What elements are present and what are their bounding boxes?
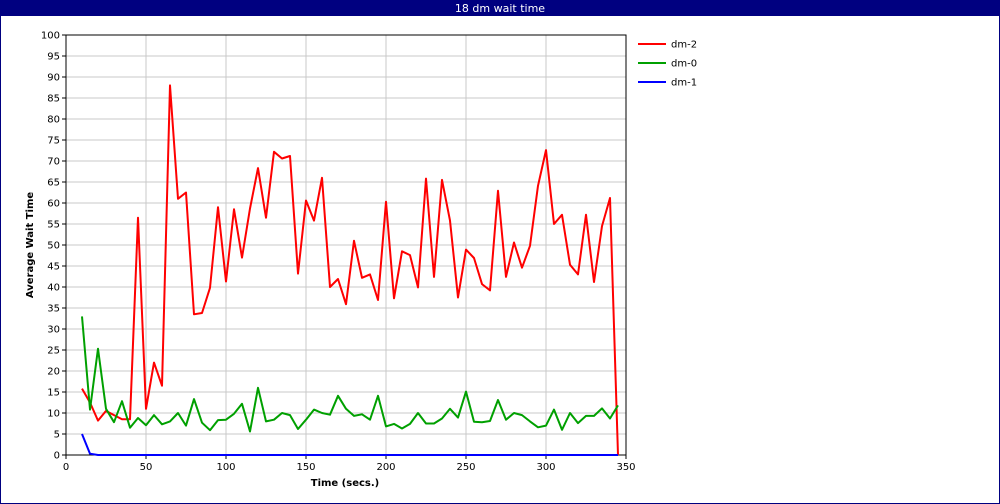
y-tick-label: 30 [47, 325, 60, 336]
y-tick-label: 5 [54, 430, 60, 441]
y-tick-label: 55 [47, 220, 60, 231]
y-tick-label: 95 [47, 52, 60, 63]
y-tick-label: 40 [47, 283, 60, 294]
series-line-dm-1 [81, 433, 618, 456]
y-tick-label: 0 [54, 451, 60, 462]
legend: dm-2 dm-0 dm-1 [638, 40, 697, 89]
y-axis-title: Average Wait Time [25, 192, 36, 299]
y-tick-label: 20 [47, 367, 60, 378]
x-tick-label: 250 [456, 462, 475, 473]
y-tick-label: 35 [47, 304, 60, 315]
y-tick-label: 85 [47, 94, 60, 105]
grid-lines [66, 35, 626, 455]
x-tick-label: 0 [63, 462, 69, 473]
y-tick-label: 75 [47, 136, 60, 147]
legend-label-dm-0: dm-0 [671, 59, 697, 70]
y-tick-label: 90 [47, 73, 60, 84]
y-tick-label: 100 [41, 31, 60, 42]
x-tick-label: 50 [140, 462, 153, 473]
y-tick-label: 50 [47, 241, 60, 252]
x-tick-label: 200 [376, 462, 395, 473]
series-lines [81, 84, 619, 456]
y-tick-label: 10 [47, 409, 60, 420]
legend-label-dm-2: dm-2 [671, 40, 697, 51]
y-tick-label: 25 [47, 346, 60, 357]
x-axis-title: Time (secs.) [311, 478, 380, 489]
series-line-dm-0 [81, 316, 619, 433]
x-tick-label: 300 [536, 462, 555, 473]
y-tick-label: 65 [47, 178, 60, 189]
x-tick-label: 150 [296, 462, 315, 473]
y-tick-label: 60 [47, 199, 60, 210]
series-line-dm-2 [81, 84, 619, 456]
y-tick-label: 45 [47, 262, 60, 273]
x-tick-label: 350 [616, 462, 635, 473]
y-tick-label: 80 [47, 115, 60, 126]
x-tick-label: 100 [216, 462, 235, 473]
axis-ticks: 0 5 10 15 20 25 30 35 40 45 50 55 60 65 70 75 80 85 90 95 10… [41, 31, 636, 474]
y-tick-label: 70 [47, 157, 60, 168]
legend-label-dm-1: dm-1 [671, 78, 697, 89]
window-title: 18 dm wait time [1, 1, 999, 16]
y-tick-label: 15 [47, 388, 60, 399]
